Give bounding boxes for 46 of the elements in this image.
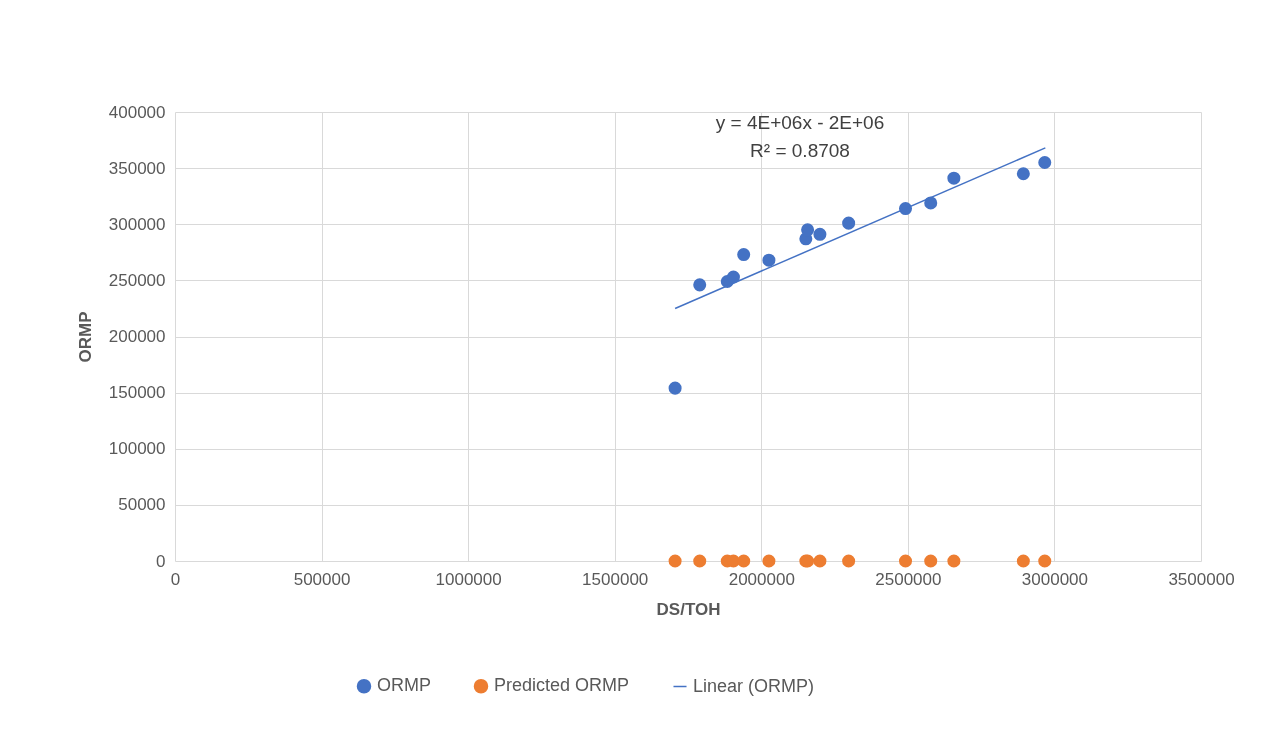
point xyxy=(762,253,776,267)
point xyxy=(947,171,961,185)
y-tick-label: 250000 xyxy=(108,270,166,290)
point xyxy=(801,223,815,237)
point xyxy=(898,554,913,568)
x-tick-label: 3500000 xyxy=(1168,569,1235,589)
point xyxy=(693,554,707,568)
x-tick-label: 2500000 xyxy=(875,569,942,589)
point xyxy=(842,554,856,568)
x-tick-label: 500000 xyxy=(293,569,351,589)
x-axis-title: DS/TOH xyxy=(656,599,721,619)
point xyxy=(668,554,682,568)
point xyxy=(668,381,682,395)
x-tick-label: 3000000 xyxy=(1021,569,1089,589)
point xyxy=(1016,167,1030,181)
y-tick-label: 300000 xyxy=(108,214,166,234)
legend-label: Linear (ORMP) xyxy=(693,675,815,696)
x-tick-label: 0 xyxy=(170,569,181,589)
point xyxy=(1038,156,1052,170)
legend-label: ORMP xyxy=(377,675,431,696)
point xyxy=(1016,554,1030,568)
point xyxy=(693,278,707,292)
point xyxy=(842,216,856,230)
point xyxy=(737,554,751,568)
y-tick-label: 100000 xyxy=(108,439,166,459)
y-axis-title: ORMP xyxy=(75,311,95,363)
annotation: R² = 0.8708 xyxy=(750,140,850,161)
y-tick-label: 350000 xyxy=(108,158,166,178)
y-tick-label: 150000 xyxy=(108,383,166,403)
x-tick-label: 1000000 xyxy=(435,569,502,589)
x-tick-label: 1500000 xyxy=(582,569,649,589)
y-tick-label: 50000 xyxy=(118,495,166,515)
x-tick-label: 2000000 xyxy=(728,569,795,589)
point xyxy=(737,248,751,262)
point xyxy=(813,554,827,568)
y-tick-label: 0 xyxy=(156,551,166,571)
annotation: y = 4E+06x - 2E+06 xyxy=(715,112,885,133)
point xyxy=(762,554,776,568)
point xyxy=(726,270,740,284)
y-tick-label: 400000 xyxy=(108,102,166,122)
legend-label: Predicted ORMP xyxy=(494,675,630,696)
y-tick-label: 200000 xyxy=(108,327,166,346)
point xyxy=(924,554,938,568)
point xyxy=(947,554,961,568)
point xyxy=(1038,554,1052,568)
point xyxy=(813,227,827,241)
